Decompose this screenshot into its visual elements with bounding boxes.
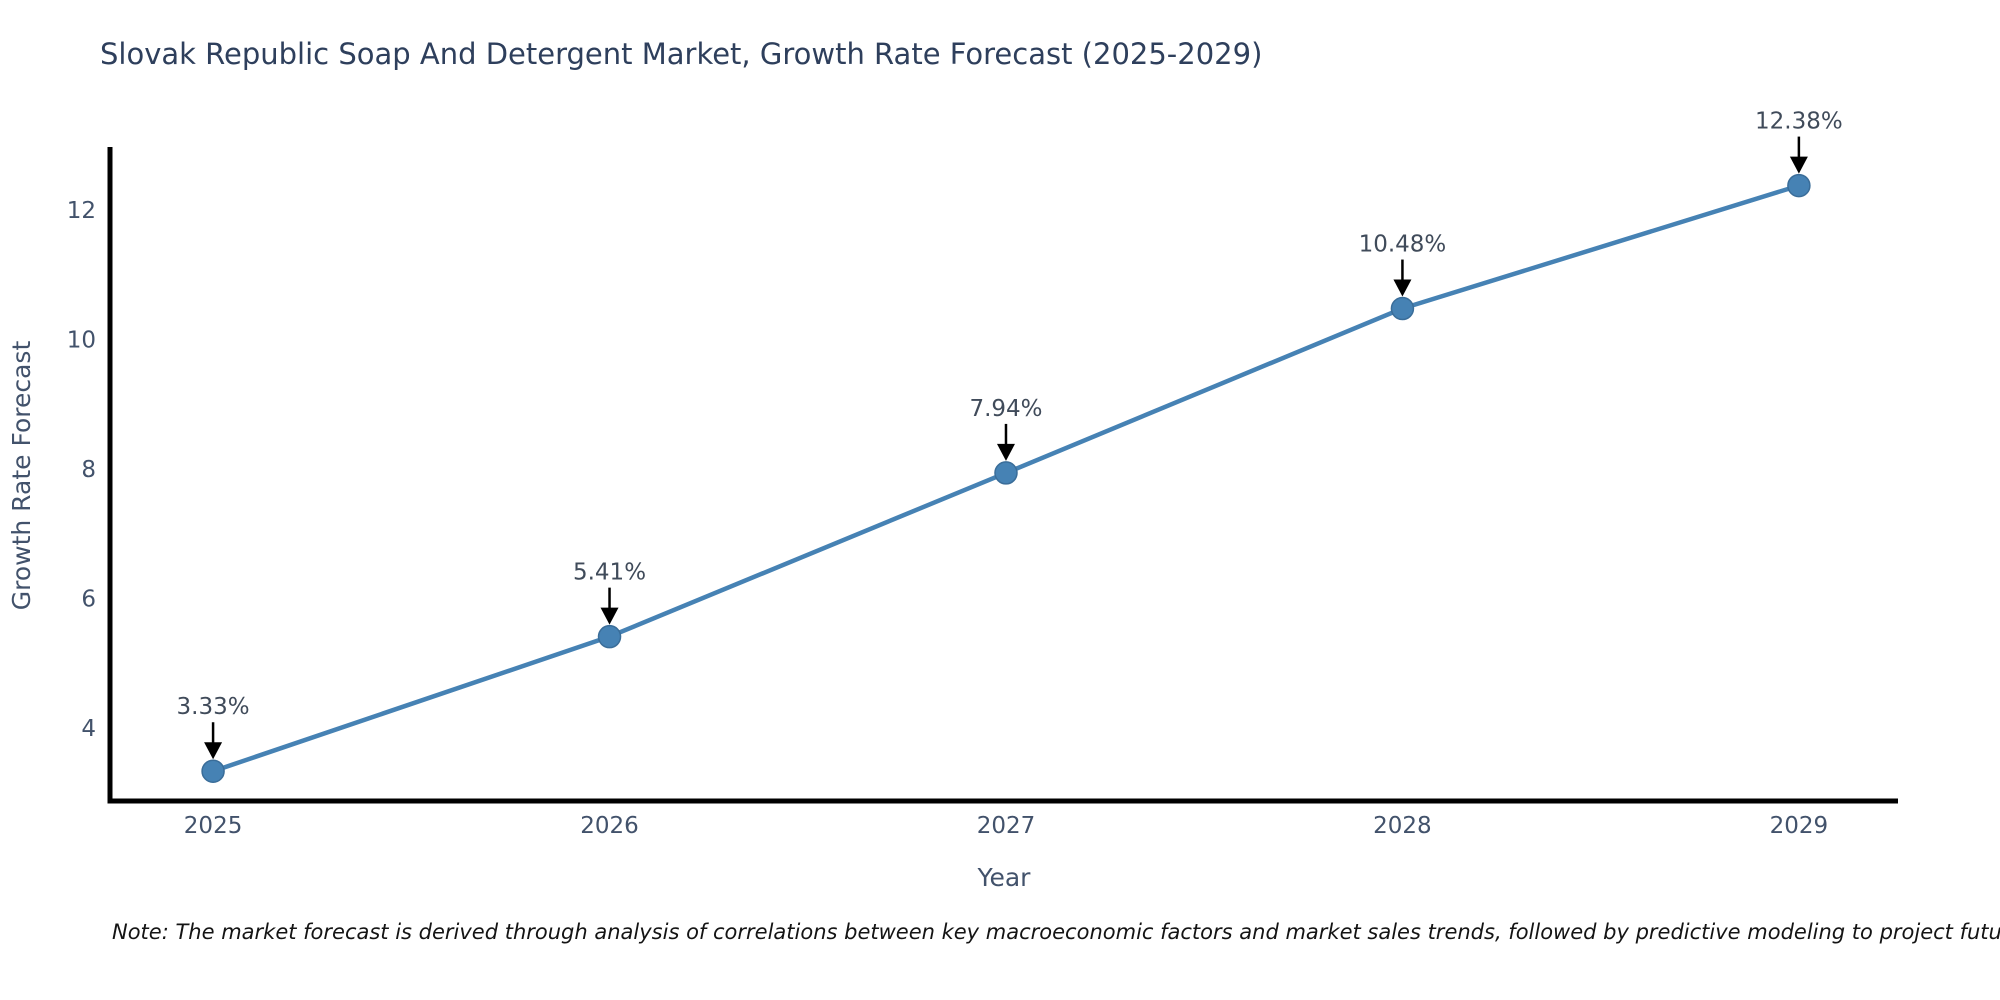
x-tick-label: 2028 (1373, 813, 1432, 839)
footnote: Note: The market forecast is derived thr… (112, 920, 2000, 944)
data-point-marker (994, 461, 1018, 485)
x-axis-title: Year (977, 863, 1032, 892)
y-axis-title: Growth Rate Forecast (7, 341, 36, 611)
annotation-arrow-head-icon (1393, 279, 1412, 297)
annotation-arrow-head-icon (996, 443, 1015, 461)
x-tick-label: 2027 (977, 813, 1036, 839)
data-point-marker (597, 624, 622, 649)
annotation-label: 12.38% (1755, 109, 1843, 135)
chart-title: Slovak Republic Soap And Detergent Marke… (100, 37, 1263, 71)
y-tick-label: 8 (81, 457, 96, 483)
annotation-arrow-head-icon (600, 607, 619, 625)
data-point-marker (1787, 173, 1811, 198)
data-point-marker (201, 759, 225, 783)
annotation-arrow-head-icon (1789, 156, 1808, 174)
y-tick-label: 4 (81, 716, 96, 742)
annotation-label: 7.94% (969, 396, 1042, 422)
y-tick-label: 10 (67, 328, 96, 354)
annotation-label: 3.33% (177, 694, 250, 720)
data-point-marker (1390, 296, 1415, 321)
y-tick-label: 6 (81, 586, 96, 612)
annotation-label: 10.48% (1359, 232, 1447, 258)
annotation-label: 5.41% (573, 560, 646, 586)
x-tick-label: 2025 (184, 813, 243, 839)
annotation-arrow-head-icon (204, 742, 223, 760)
y-tick-label: 12 (67, 198, 96, 224)
x-tick-label: 2026 (580, 813, 639, 839)
x-tick-label: 2029 (1770, 813, 1829, 839)
